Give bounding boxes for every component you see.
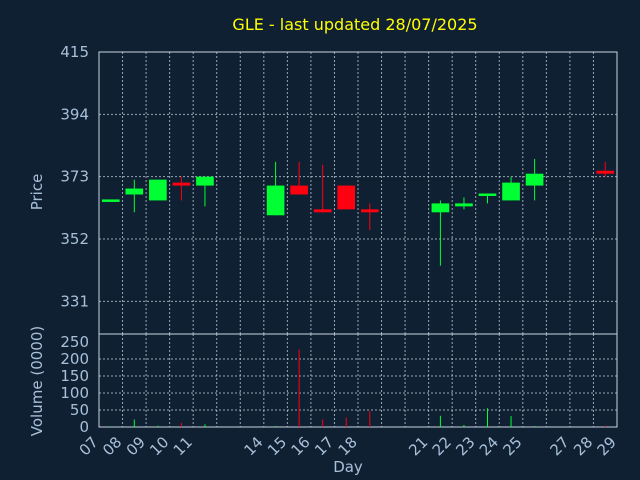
candle-body bbox=[502, 182, 520, 201]
candle-body bbox=[101, 199, 120, 202]
x-tick-label: 25 bbox=[499, 433, 525, 459]
x-tick-label: 21 bbox=[405, 433, 431, 459]
candle-body bbox=[455, 203, 473, 207]
x-axis-label: Day bbox=[333, 458, 363, 476]
volume-tick-label: 100 bbox=[60, 384, 89, 402]
x-tick-label: 18 bbox=[335, 433, 361, 459]
price-tick-label: 352 bbox=[60, 230, 89, 248]
x-tick-label: 28 bbox=[570, 433, 596, 459]
x-tick-label: 23 bbox=[452, 433, 478, 459]
x-tick-label: 07 bbox=[76, 433, 102, 459]
x-tick-label: 16 bbox=[288, 433, 314, 459]
price-tick-label: 331 bbox=[60, 292, 89, 310]
volume-tick-label: 50 bbox=[70, 401, 89, 419]
candle-body bbox=[431, 203, 450, 213]
candle-body bbox=[313, 209, 332, 213]
candle-body bbox=[360, 209, 379, 213]
candle-body bbox=[478, 193, 497, 196]
candle-body bbox=[196, 176, 214, 186]
x-tick-label: 11 bbox=[170, 433, 196, 459]
volume-tick-label: 150 bbox=[60, 367, 89, 385]
candle-body bbox=[596, 170, 615, 174]
x-tick-label: 24 bbox=[476, 433, 502, 459]
x-tick-label: 17 bbox=[311, 433, 337, 459]
price-tick-label: 415 bbox=[60, 43, 89, 61]
candle-body bbox=[172, 182, 191, 186]
x-tick-label: 15 bbox=[264, 433, 290, 459]
candle-body bbox=[337, 185, 356, 210]
candle-body bbox=[290, 185, 308, 195]
x-tick-label: 14 bbox=[240, 433, 266, 459]
price-tick-label: 373 bbox=[60, 168, 89, 186]
candle-body bbox=[149, 179, 167, 201]
candle-body bbox=[525, 173, 544, 186]
volume-tick-label: 200 bbox=[60, 350, 89, 368]
x-tick-label: 27 bbox=[547, 433, 573, 459]
volume-frame bbox=[98, 333, 618, 428]
x-tick-label: 22 bbox=[429, 433, 455, 459]
volume-axis-label: Volume (0000) bbox=[28, 326, 46, 436]
price-axis-label: Price bbox=[28, 174, 46, 211]
candle-body bbox=[125, 188, 144, 195]
price-tick-label: 394 bbox=[60, 105, 89, 123]
x-tick-label: 29 bbox=[594, 433, 620, 459]
x-tick-label: 09 bbox=[123, 433, 149, 459]
volume-tick-label: 0 bbox=[79, 418, 89, 436]
price-panel: 415 394 373 352 331 bbox=[60, 43, 618, 335]
x-tick-label: 08 bbox=[99, 433, 125, 459]
chart-title: GLE - last updated 28/07/2025 bbox=[232, 15, 477, 34]
volume-tick-label: 250 bbox=[60, 333, 89, 351]
candle-body bbox=[266, 185, 285, 216]
x-tick-label: 10 bbox=[146, 433, 172, 459]
